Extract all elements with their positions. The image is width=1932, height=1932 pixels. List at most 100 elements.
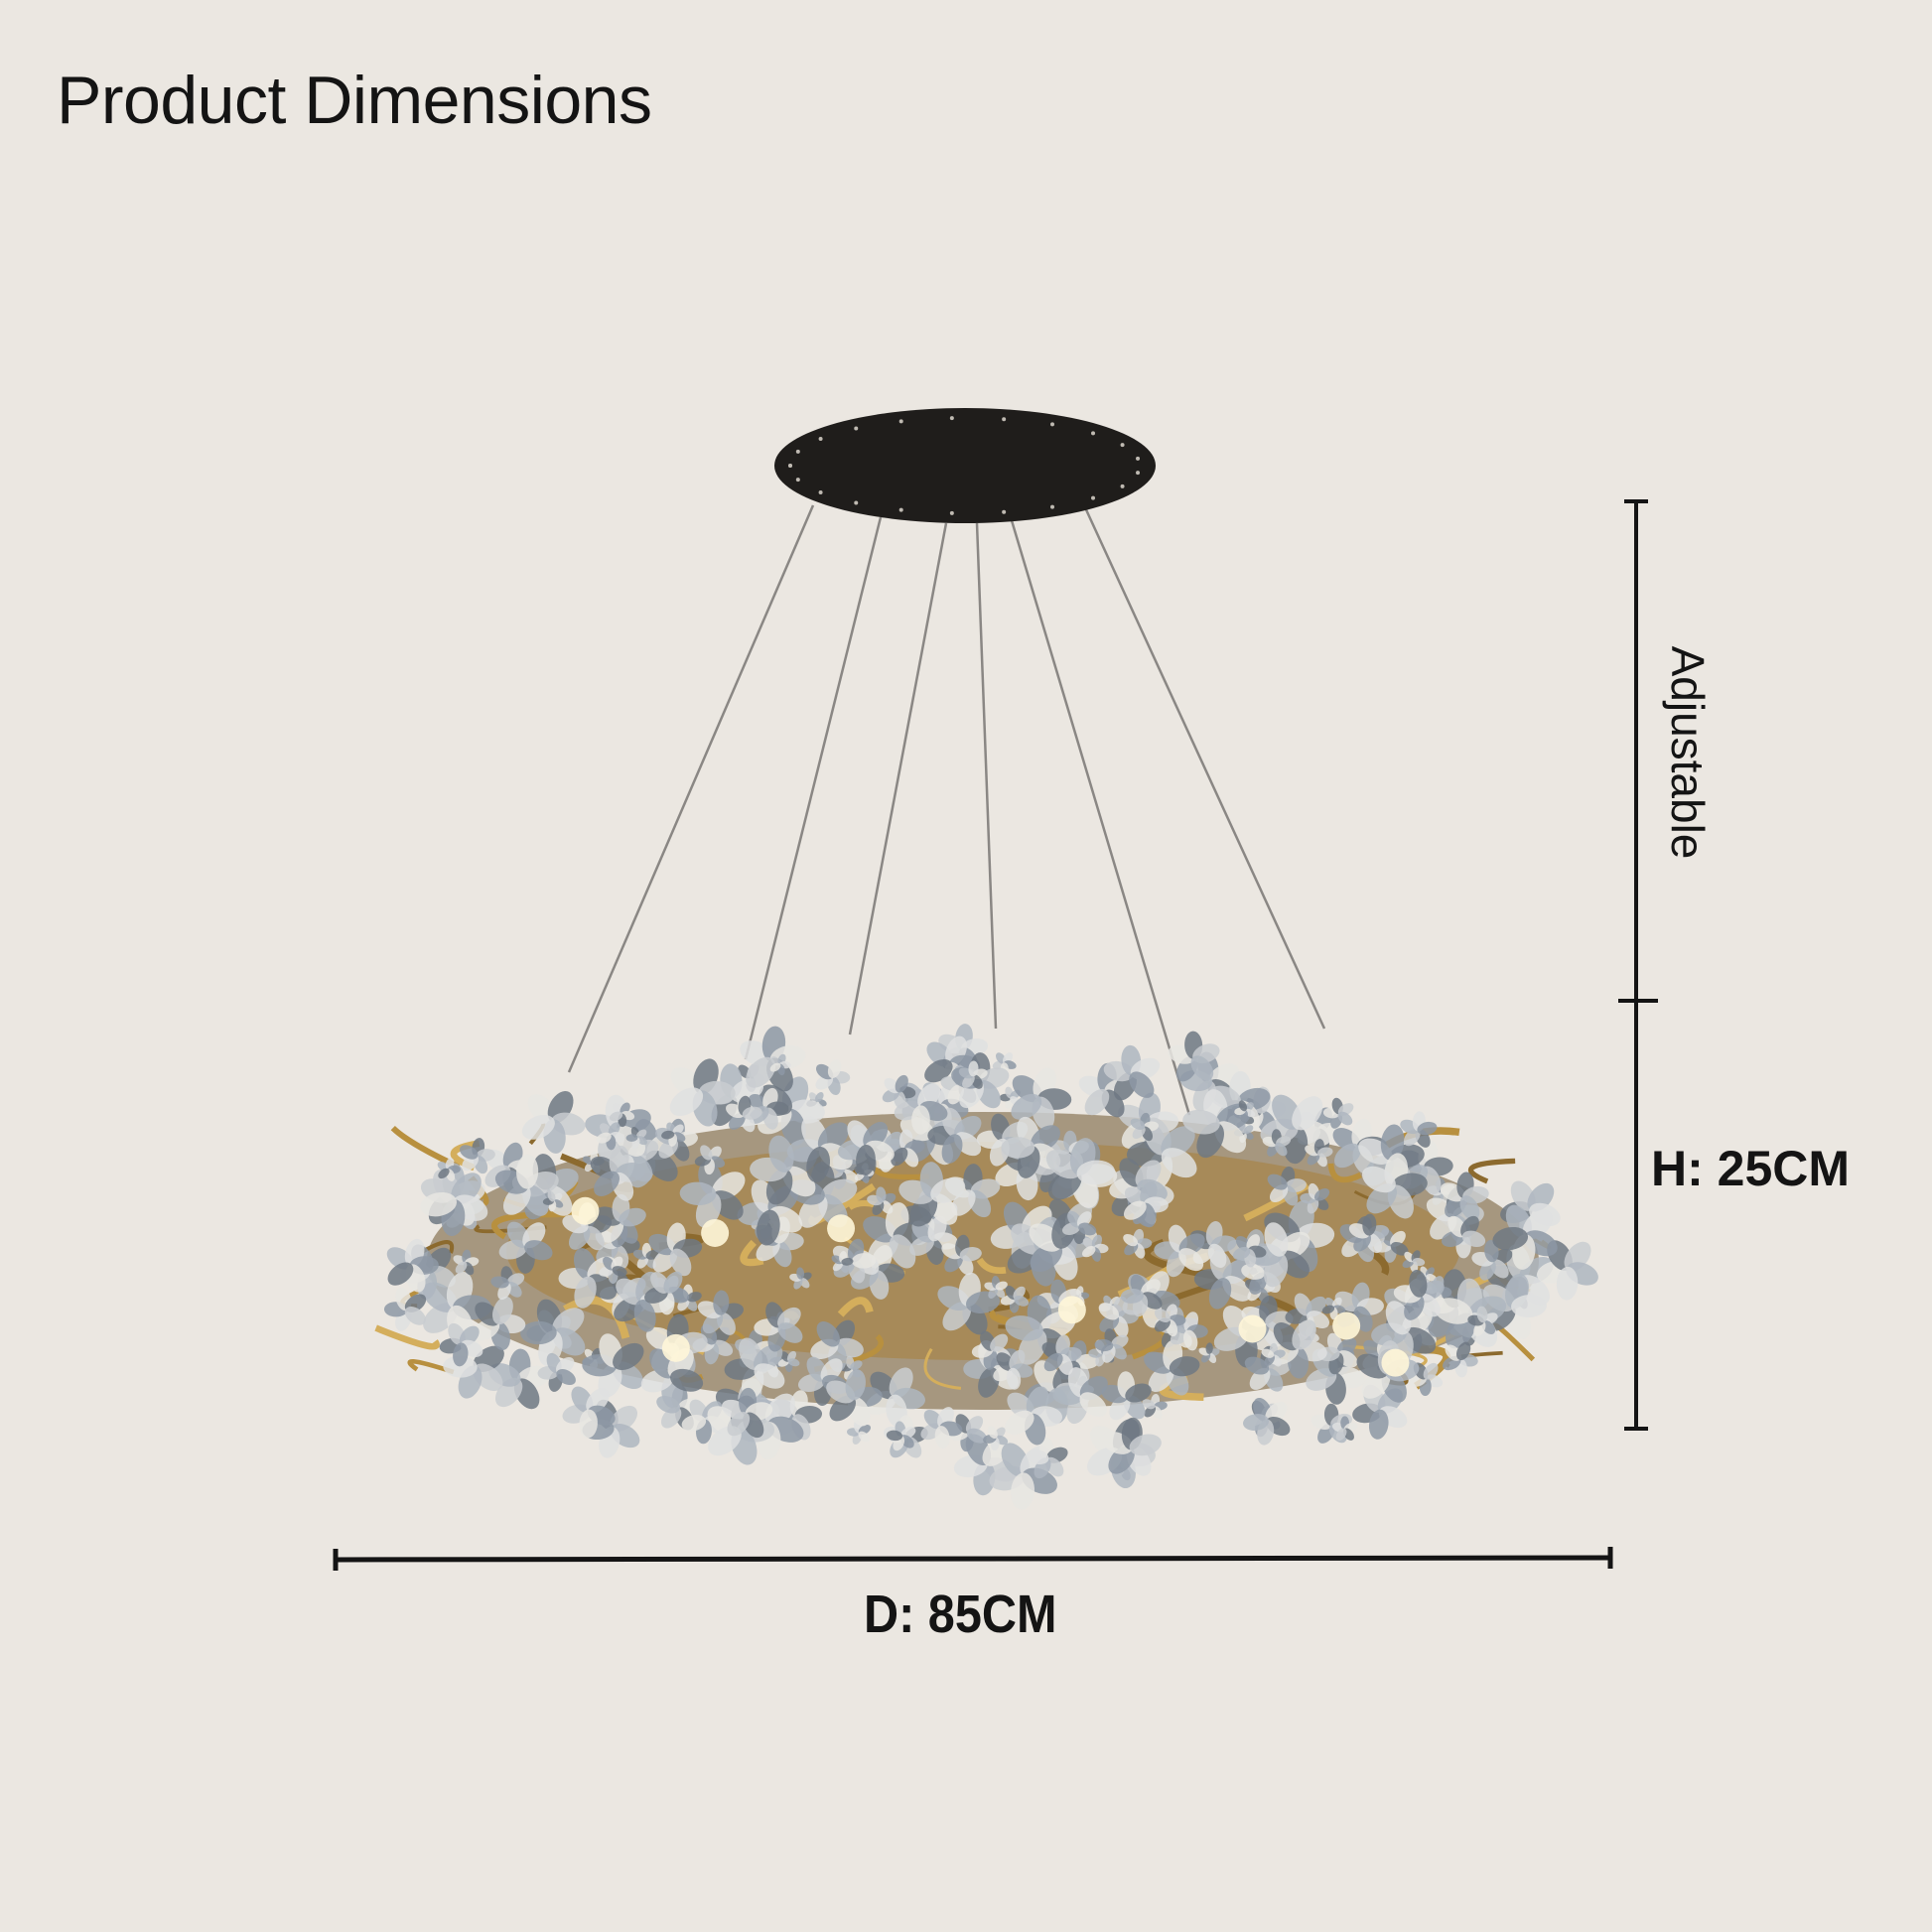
crystal-flower	[1300, 1182, 1330, 1214]
light-glow	[571, 1196, 600, 1225]
branch	[407, 1359, 455, 1375]
rivet	[1050, 422, 1054, 427]
crystal-flower	[1467, 1306, 1498, 1336]
wire	[744, 516, 883, 1060]
crystal-flower	[1443, 1341, 1478, 1378]
crystal-flower	[697, 1290, 744, 1335]
crystal-flower	[886, 1421, 916, 1451]
branch	[1143, 1238, 1216, 1280]
crystal-flower	[459, 1138, 495, 1174]
crystal-flower	[520, 1299, 586, 1366]
crystal-flower	[983, 1426, 1009, 1451]
crystal-flower	[490, 1266, 525, 1301]
light-glow	[1381, 1348, 1410, 1377]
rivet	[854, 426, 859, 431]
crystal-flower	[1198, 1342, 1220, 1364]
crystal-flower	[669, 1058, 736, 1127]
crystal-flower	[726, 1095, 762, 1133]
crystal-flower	[815, 1059, 851, 1096]
crystal-flower	[1361, 1153, 1428, 1219]
crystal-flower	[383, 1288, 427, 1331]
adjustable-label: Adjustable	[1662, 645, 1714, 860]
rivet	[1050, 504, 1054, 509]
height-label: H: 25CM	[1651, 1141, 1851, 1196]
crystal-flower	[749, 1087, 789, 1130]
light-glow	[827, 1214, 856, 1243]
crystal-flower	[1082, 1234, 1109, 1262]
crystal-flower	[1000, 1285, 1030, 1313]
light-glow	[701, 1218, 730, 1247]
wire	[567, 504, 815, 1073]
crystal-flower	[679, 1161, 746, 1228]
crystal-flower	[894, 1082, 948, 1135]
crystal-flower	[863, 1202, 929, 1269]
crystal-flower	[1154, 1224, 1205, 1278]
crystal-flower	[609, 1102, 635, 1128]
crystal-flower	[1441, 1215, 1486, 1259]
crystal-flower	[724, 1337, 785, 1400]
branch	[740, 1239, 764, 1267]
crystal-flower	[1492, 1204, 1558, 1270]
crystal-flower	[789, 1267, 812, 1290]
crystal-flower	[596, 1122, 625, 1151]
crystal-flower	[898, 1162, 966, 1227]
rivet	[898, 419, 903, 424]
crystal-flower	[721, 1387, 773, 1439]
rivet	[1091, 431, 1096, 436]
branch	[421, 1239, 455, 1254]
branch	[1467, 1158, 1516, 1184]
rivet	[1120, 483, 1125, 488]
crystal-flower	[927, 1107, 982, 1164]
rivet	[949, 510, 954, 515]
crystal-flower	[590, 1145, 646, 1201]
crystal-flower	[1130, 1112, 1159, 1142]
wire	[848, 522, 948, 1035]
crystal-flower	[1243, 1397, 1291, 1446]
crystal-flower	[993, 1349, 1034, 1390]
rivet	[818, 490, 823, 495]
branch	[1340, 1344, 1428, 1368]
crystal-flower	[473, 1296, 526, 1351]
crystal-flower	[769, 1053, 791, 1076]
crystal-flower	[1123, 1228, 1153, 1259]
branch	[374, 1324, 440, 1350]
crystal-flower	[1440, 1172, 1489, 1221]
crystal-flower	[1101, 1371, 1152, 1421]
diameter-label: D: 85CM	[864, 1585, 1057, 1644]
crystal-flower	[1103, 1044, 1161, 1101]
crystal-flower	[1305, 1139, 1333, 1168]
crystal-flower	[1402, 1250, 1426, 1273]
crystal-flower	[1001, 1116, 1061, 1178]
crystal-flower	[1400, 1111, 1438, 1148]
crystal-flower	[1168, 1031, 1220, 1082]
canopy-rivets	[788, 416, 1141, 515]
crystal-flower	[537, 1352, 576, 1392]
rivet	[854, 500, 859, 505]
ceiling-canopy	[774, 408, 1156, 523]
rivet	[1136, 471, 1141, 476]
crystal-flower	[1247, 1222, 1311, 1288]
crystal-flower	[1471, 1239, 1513, 1281]
rivet	[795, 478, 800, 483]
crystal-flower	[826, 1369, 883, 1427]
crystal-flower	[1154, 1304, 1186, 1337]
crystal-flower	[1142, 1393, 1168, 1420]
diameter-dimension-line	[333, 1547, 1613, 1571]
light-glow	[1238, 1314, 1267, 1343]
crystal-flower	[439, 1322, 483, 1367]
page-title: Product Dimensions	[57, 63, 652, 138]
crystal-flower	[1011, 1067, 1072, 1130]
crystal-flower	[625, 1127, 647, 1149]
light-glow	[1332, 1311, 1361, 1340]
suspension-wires	[567, 504, 1326, 1116]
branch	[923, 1347, 962, 1390]
branch	[1327, 1163, 1362, 1183]
crystal-flower	[542, 1190, 564, 1212]
crystal-flower	[1393, 1269, 1445, 1320]
crystal-flower	[1408, 1362, 1444, 1397]
crystal-flower	[1321, 1297, 1346, 1320]
rivet	[1002, 509, 1007, 514]
crystal-flower	[1026, 1438, 1068, 1479]
rivet	[898, 507, 903, 512]
